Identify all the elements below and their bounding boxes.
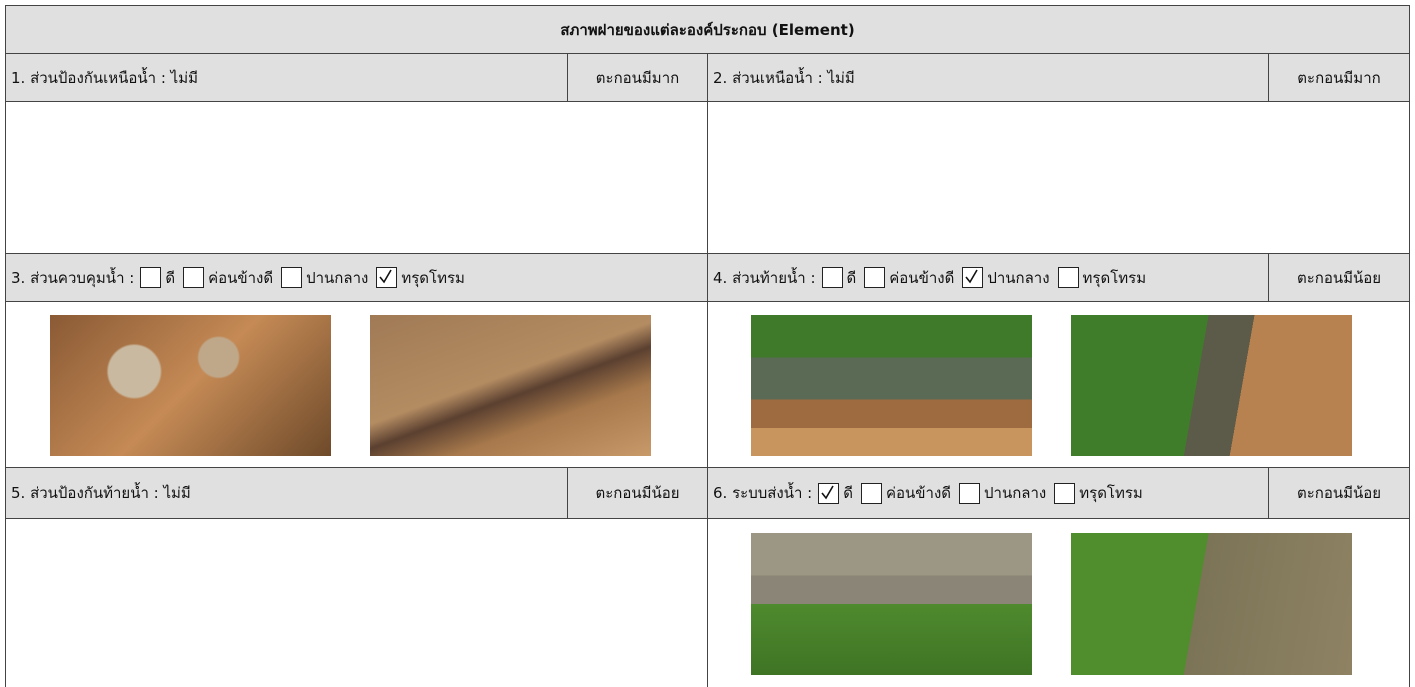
- checkbox: [1054, 482, 1076, 504]
- photo: [1071, 533, 1352, 675]
- option-label: ปานกลาง: [306, 268, 369, 287]
- options: ดี ค่อนข้างดี ปานกลาง ทรุดโทรม: [818, 481, 1147, 505]
- options: ดี ค่อนข้างดี ปานกลาง ทรุดโทรม: [821, 266, 1151, 290]
- option-label: ปานกลาง: [984, 484, 1047, 502]
- option-label: ปานกลาง: [987, 268, 1050, 287]
- cell: [5, 101, 708, 254]
- option-label: ค่อนข้างดี: [885, 484, 952, 502]
- photo: [1071, 315, 1352, 456]
- section-label: 6. ระบบส่งน้ำ :: [713, 484, 813, 502]
- sediment: ตะกอนมีน้อย: [1268, 253, 1410, 302]
- photo: [751, 315, 1032, 456]
- sediment: ตะกอนมีมาก: [567, 53, 708, 102]
- photo: [50, 315, 331, 456]
- photo: [370, 315, 651, 456]
- option-label: ดี: [843, 484, 853, 502]
- checkbox: [962, 267, 984, 288]
- option-label: ทรุดโทรม: [1082, 268, 1147, 287]
- checkbox: [864, 267, 886, 288]
- section-label: 3. ส่วนควบคุมน้ำ :: [11, 268, 135, 287]
- cell: [707, 301, 1410, 468]
- section-header: 6. ระบบส่งน้ำ : ดี ค่อนข้างดี ปานกลาง ทรุดโท…: [707, 467, 1269, 519]
- section-label: 1. ส่วนป้องกันเหนือน้ำ : ไม่มี: [5, 53, 568, 102]
- cell: [707, 101, 1410, 254]
- option-label: ค่อนข้างดี: [889, 268, 955, 287]
- option-label: ดี: [846, 268, 857, 287]
- check-mark: [965, 269, 979, 284]
- checkbox: [959, 482, 981, 504]
- photo: [751, 533, 1032, 675]
- section-label: 4. ส่วนท้ายน้ำ :: [713, 268, 816, 287]
- checkbox: [183, 267, 205, 288]
- cell: [707, 518, 1410, 687]
- option-label: ทรุดโทรม: [401, 268, 465, 287]
- section-header: 3. ส่วนควบคุมน้ำ : ดี ค่อนข้างดี ปานกลาง ทรุ…: [5, 253, 708, 302]
- section-label: 5. ส่วนป้องกันท้ายน้ำ : ไม่มี: [5, 467, 568, 519]
- option-label: ค่อนข้างดี: [208, 268, 274, 287]
- checkbox: [821, 267, 843, 288]
- sediment: ตะกอนมีน้อย: [1268, 467, 1410, 519]
- checkbox: [818, 482, 840, 504]
- checkbox: [376, 267, 398, 288]
- checkbox: [1057, 267, 1079, 288]
- checkbox: [140, 267, 162, 288]
- check-mark: [821, 485, 834, 499]
- checkbox: [281, 267, 303, 288]
- cell: [5, 518, 708, 687]
- checkbox: [860, 482, 882, 504]
- option-label: ดี: [165, 268, 176, 287]
- options: ดี ค่อนข้างดี ปานกลาง ทรุดโทรม: [140, 266, 469, 290]
- section-label: 2. ส่วนเหนือน้ำ : ไม่มี: [707, 53, 1269, 102]
- option-label: ทรุดโทรม: [1079, 484, 1143, 502]
- check-mark: [379, 269, 393, 284]
- table-title: สภาพฝายของแต่ละองค์ประกอบ (Element): [5, 5, 1410, 54]
- sediment: ตะกอนมีมาก: [1268, 53, 1410, 102]
- section-header: 4. ส่วนท้ายน้ำ : ดี ค่อนข้างดี ปานกลาง ทรุดโ…: [707, 253, 1269, 302]
- sediment: ตะกอนมีน้อย: [567, 467, 708, 519]
